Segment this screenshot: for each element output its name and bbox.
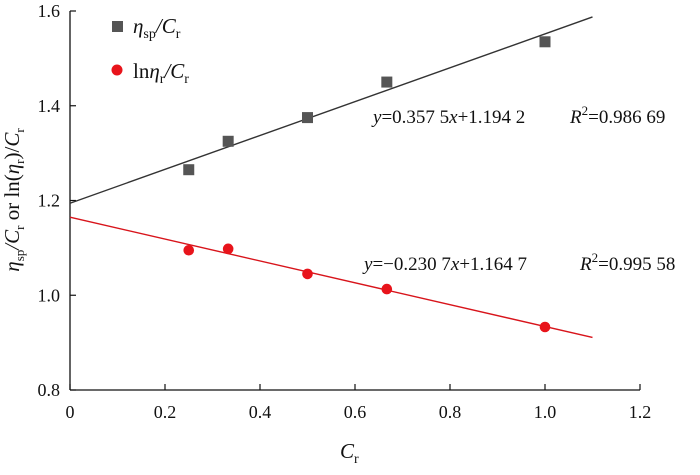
data-point-square: [222, 135, 234, 147]
data-point-square: [183, 164, 195, 176]
svg-text:ηsp/Cr or ln(ηr)/Cr: ηsp/Cr or ln(ηr)/Cr: [0, 128, 27, 272]
x-tick-label: 1.2: [629, 402, 652, 422]
legend-label-ln-eta-r: lnηr/Cr: [133, 59, 189, 87]
x-tick-label: 0: [66, 402, 75, 422]
fit-line-1: [69, 16, 593, 204]
fit-line-2: [69, 216, 593, 339]
svg-text:R2=0.986 69: R2=0.986 69: [569, 103, 665, 128]
legend-marker-circle: [111, 64, 123, 76]
y-tick-label: 1.0: [38, 285, 61, 305]
data-point-circle: [381, 283, 393, 295]
svg-text:R2=0.995 58: R2=0.995 58: [579, 250, 675, 275]
data-point-circle: [222, 243, 234, 255]
data-point-square: [539, 36, 551, 48]
x-tick-label: 0.6: [344, 402, 367, 422]
data-point-square: [381, 76, 393, 88]
fit-lines: [69, 16, 593, 339]
x-tick-label: 0.8: [439, 402, 462, 422]
data-point-circle: [183, 244, 195, 256]
data-point-circle: [539, 321, 551, 333]
y-tick-label: 0.8: [38, 380, 61, 400]
data-points: [183, 36, 551, 333]
x-axis-title: Cr: [340, 439, 359, 467]
y-tick-label: 1.6: [38, 1, 61, 21]
fit-equation-1: y=0.357 5x+1.194 2 R2=0.986 69: [371, 103, 665, 128]
x-tick-label: 0.2: [154, 402, 177, 422]
ticks: 0 0.2 0.4 0.6 0.8 1.0 1.2 0.8 1.0 1.2 1.4 1.6: [38, 1, 652, 422]
x-tick-label: 0.4: [249, 402, 272, 422]
legend: ηsp/Cr lnηr/Cr: [111, 14, 189, 87]
legend-marker-square: [112, 21, 123, 32]
data-point-circle: [302, 268, 313, 280]
y-axis-title: ηsp/Cr or ln(ηr)/Cr: [0, 128, 27, 272]
svg-text:y=−0.230 7x+1.164 7: y=−0.230 7x+1.164 7: [362, 254, 527, 275]
y-tick-label: 1.2: [38, 191, 61, 211]
svg-text:y=0.357 5x+1.194 2: y=0.357 5x+1.194 2: [371, 107, 525, 128]
y-tick-label: 1.4: [38, 96, 61, 116]
x-tick-label: 1.0: [534, 402, 557, 422]
data-point-square: [302, 112, 313, 124]
fit-equation-2: y=−0.230 7x+1.164 7 R2=0.995 58: [362, 250, 675, 275]
legend-label-eta-sp: ηsp/Cr: [133, 14, 181, 42]
